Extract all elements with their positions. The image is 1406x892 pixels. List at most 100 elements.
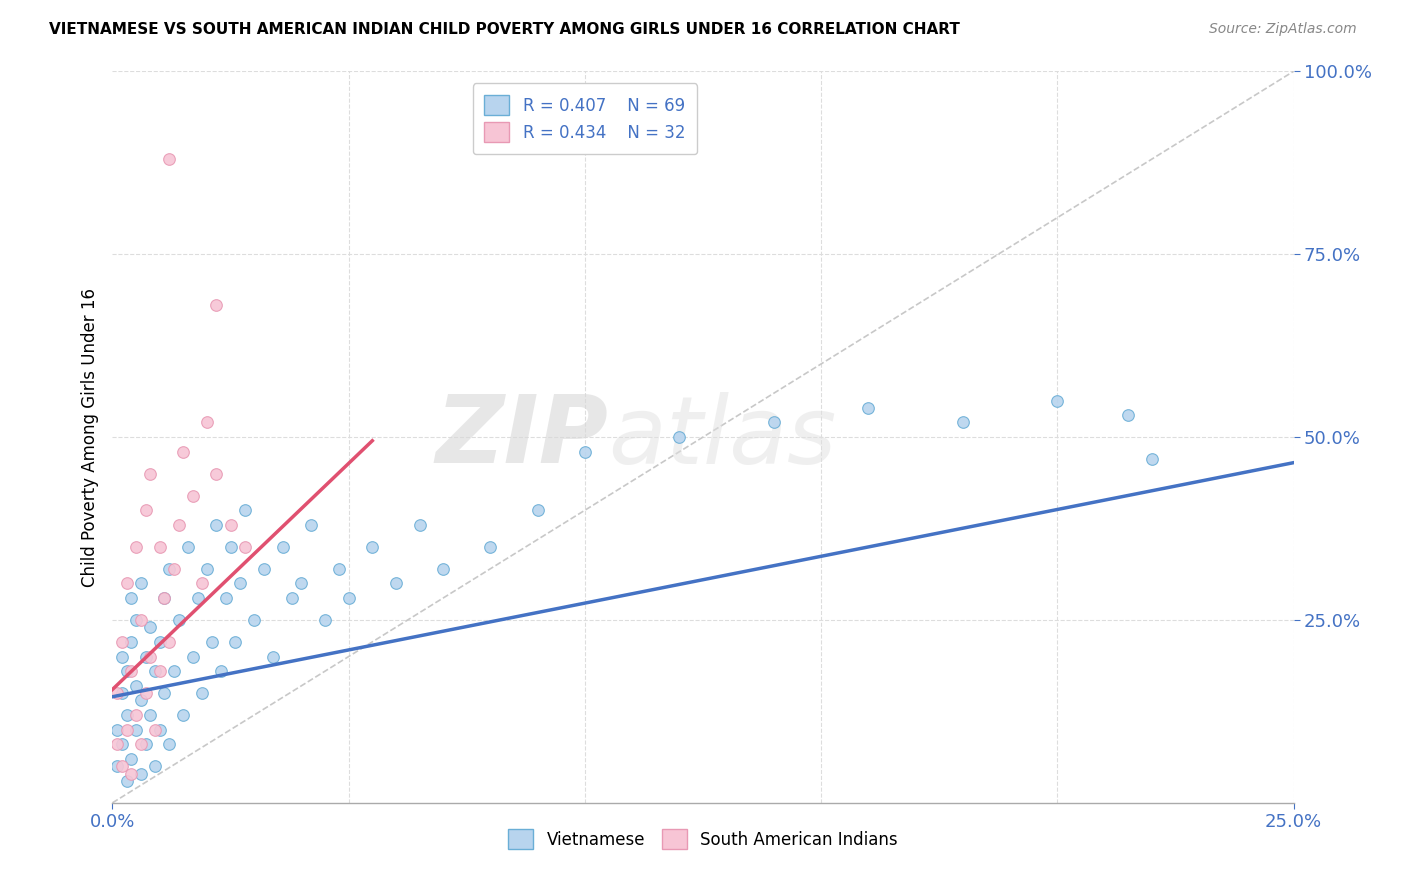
Point <box>153 591 176 605</box>
Point <box>135 686 157 700</box>
Point <box>205 467 228 481</box>
Point <box>153 591 176 605</box>
Point <box>243 613 266 627</box>
Point <box>115 576 138 591</box>
Point <box>281 591 304 605</box>
Point <box>143 664 166 678</box>
Point <box>149 635 172 649</box>
Point <box>157 152 180 166</box>
Point <box>120 752 142 766</box>
Point <box>129 737 152 751</box>
Point <box>115 723 138 737</box>
Text: atlas: atlas <box>609 392 837 483</box>
Point <box>186 591 208 605</box>
Point <box>120 766 142 780</box>
Point <box>120 591 142 605</box>
Point <box>111 649 134 664</box>
Point <box>233 540 256 554</box>
Point <box>219 517 242 532</box>
Point <box>526 503 548 517</box>
Point <box>111 686 134 700</box>
Point <box>574 444 596 458</box>
Point <box>337 591 360 605</box>
Legend: Vietnamese, South American Indians: Vietnamese, South American Indians <box>509 829 897 849</box>
Point <box>432 562 454 576</box>
Point <box>125 708 148 723</box>
Text: Source: ZipAtlas.com: Source: ZipAtlas.com <box>1209 22 1357 37</box>
Point <box>129 693 152 707</box>
Point <box>191 686 214 700</box>
Point <box>111 635 134 649</box>
Point <box>290 576 312 591</box>
Point <box>172 444 194 458</box>
Point <box>195 562 218 576</box>
Point <box>149 664 172 678</box>
Point <box>205 298 228 312</box>
Point <box>135 737 157 751</box>
Point <box>115 708 138 723</box>
Point <box>181 649 204 664</box>
Point <box>952 416 974 430</box>
Point <box>253 562 276 576</box>
Point <box>149 723 172 737</box>
Point <box>233 503 256 517</box>
Point <box>139 649 162 664</box>
Point <box>143 723 166 737</box>
Text: VIETNAMESE VS SOUTH AMERICAN INDIAN CHILD POVERTY AMONG GIRLS UNDER 16 CORRELATI: VIETNAMESE VS SOUTH AMERICAN INDIAN CHIL… <box>49 22 960 37</box>
Point <box>314 613 336 627</box>
Point <box>105 723 128 737</box>
Point <box>157 635 180 649</box>
Point <box>135 503 157 517</box>
Point <box>209 664 232 678</box>
Point <box>125 679 148 693</box>
Point <box>668 430 690 444</box>
Point <box>125 723 148 737</box>
Point <box>105 686 128 700</box>
Point <box>139 620 162 634</box>
Point <box>149 540 172 554</box>
Text: ZIP: ZIP <box>436 391 609 483</box>
Point <box>125 540 148 554</box>
Point <box>115 773 138 788</box>
Point <box>215 591 238 605</box>
Point <box>299 517 322 532</box>
Point <box>1140 452 1163 467</box>
Y-axis label: Child Poverty Among Girls Under 16: Child Poverty Among Girls Under 16 <box>80 287 98 587</box>
Point <box>120 664 142 678</box>
Point <box>153 686 176 700</box>
Point <box>262 649 284 664</box>
Point <box>111 737 134 751</box>
Point <box>129 576 152 591</box>
Point <box>271 540 294 554</box>
Point <box>224 635 246 649</box>
Point <box>105 759 128 773</box>
Point <box>105 737 128 751</box>
Point <box>181 489 204 503</box>
Point <box>163 664 186 678</box>
Point <box>219 540 242 554</box>
Point <box>201 635 224 649</box>
Point <box>177 540 200 554</box>
Point <box>157 562 180 576</box>
Point <box>167 613 190 627</box>
Point <box>125 613 148 627</box>
Point <box>139 467 162 481</box>
Point <box>139 708 162 723</box>
Point <box>328 562 350 576</box>
Point <box>135 649 157 664</box>
Point <box>115 664 138 678</box>
Point <box>191 576 214 591</box>
Point <box>762 416 785 430</box>
Point <box>157 737 180 751</box>
Point <box>163 562 186 576</box>
Point <box>172 708 194 723</box>
Point <box>129 613 152 627</box>
Point <box>195 416 218 430</box>
Point <box>408 517 430 532</box>
Point <box>167 517 190 532</box>
Point <box>1116 408 1139 422</box>
Point <box>1046 393 1069 408</box>
Point <box>129 766 152 780</box>
Point <box>143 759 166 773</box>
Point <box>479 540 502 554</box>
